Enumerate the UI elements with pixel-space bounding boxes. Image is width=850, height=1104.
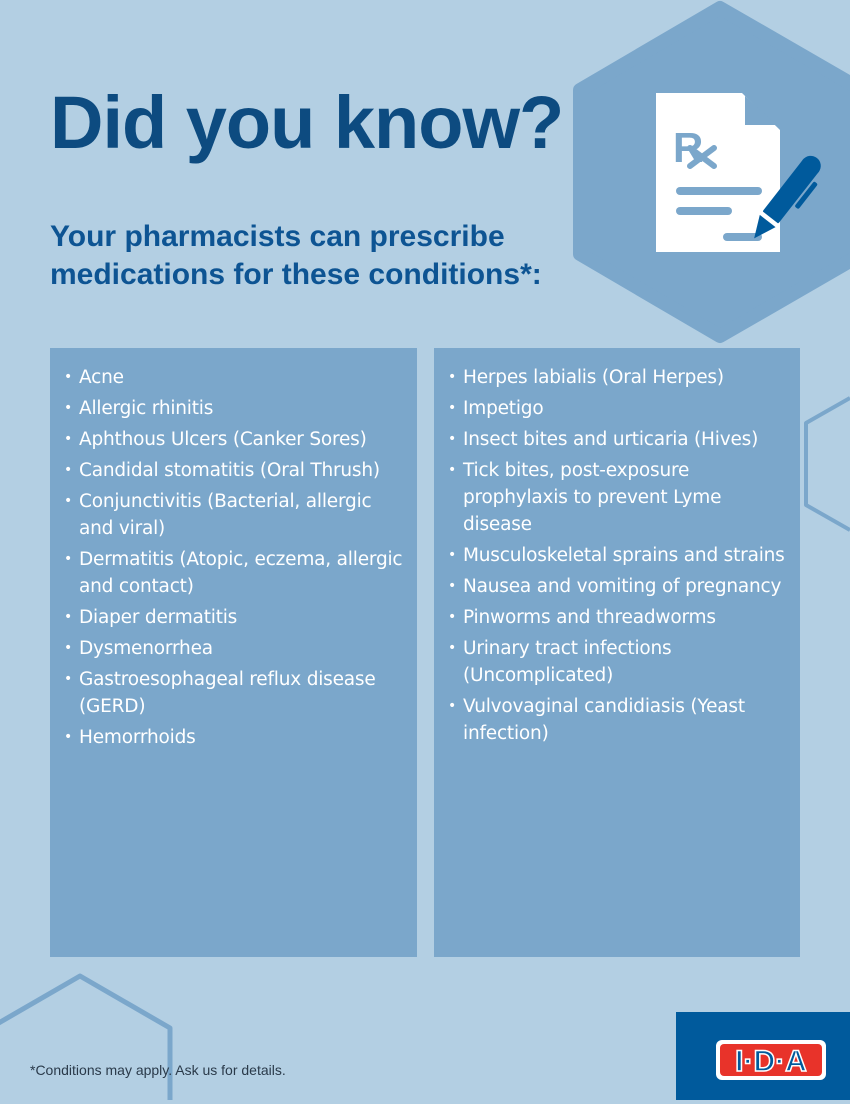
prescription-pen-icon: R <box>656 93 821 252</box>
svg-text:I·D·A: I·D·A <box>735 1045 807 1078</box>
page-subtitle: Your pharmacists can prescribe medicatio… <box>50 220 542 291</box>
condition-item: Herpes labialis (Oral Herpes) <box>448 364 790 391</box>
condition-item: Nausea and vomiting of pregnancy <box>448 573 790 600</box>
condition-item: Hemorrhoids <box>64 724 407 751</box>
ida-logo: I·D·A <box>676 1012 850 1100</box>
condition-item: Tick bites, post-exposure prophylaxis to… <box>448 457 790 538</box>
condition-item: Impetigo <box>448 395 790 422</box>
condition-item: Vulvovaginal candidiasis (Yeast infectio… <box>448 693 790 747</box>
conditions-list-right: Herpes labialis (Oral Herpes) Impetigo Ins… <box>434 348 800 747</box>
condition-item: Insect bites and urticaria (Hives) <box>448 426 790 453</box>
condition-item: Musculoskeletal sprains and strains <box>448 542 790 569</box>
condition-item: Gastroesophageal reflux disease (GERD) <box>64 666 407 720</box>
condition-item: Urinary tract infections (Uncomplicated) <box>448 635 790 689</box>
condition-item: Aphthous Ulcers (Canker Sores) <box>64 426 407 453</box>
condition-item: Dermatitis (Atopic, eczema, allergic and… <box>64 546 407 600</box>
condition-item: Dysmenorrhea <box>64 635 407 662</box>
condition-item: Diaper dermatitis <box>64 604 407 631</box>
condition-item: Acne <box>64 364 407 391</box>
conditions-list-left: Acne Allergic rhinitis Aphthous Ulcers (Ca… <box>50 348 417 751</box>
hexagon-outline-bottom-left <box>0 973 173 1100</box>
conditions-panel-right: Herpes labialis (Oral Herpes) Impetigo Ins… <box>434 348 800 957</box>
condition-item: Allergic rhinitis <box>64 395 407 422</box>
condition-item: Conjunctivitis (Bacterial, allergic and … <box>64 488 407 542</box>
conditions-panel-left: Acne Allergic rhinitis Aphthous Ulcers (Ca… <box>50 348 417 957</box>
footnote: *Conditions may apply. Ask us for detail… <box>30 1062 286 1078</box>
condition-item: Candidal stomatitis (Oral Thrush) <box>64 457 407 484</box>
page-title: Did you know? <box>50 81 564 164</box>
hexagon-outline-right <box>804 396 850 532</box>
condition-item: Pinworms and threadworms <box>448 604 790 631</box>
